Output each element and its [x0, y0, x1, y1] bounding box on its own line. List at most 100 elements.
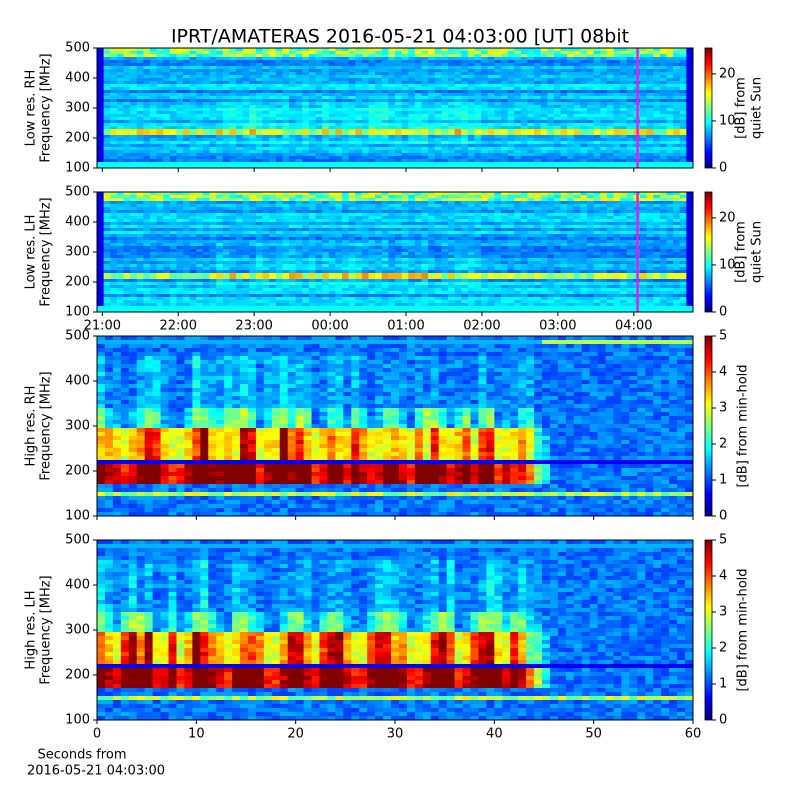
spectrogram-cell: [421, 156, 429, 160]
spectrogram-cell: [494, 63, 502, 67]
spectrogram-cell: [428, 210, 436, 214]
spectrogram-cell: [620, 114, 628, 118]
spectrogram-cell: [388, 126, 396, 130]
spectrogram-cell: [401, 99, 409, 103]
spectrogram-cell: [136, 93, 144, 97]
spectrogram-cell: [249, 108, 257, 112]
spectrogram-cell: [242, 231, 250, 235]
spectrogram-cell: [434, 144, 442, 148]
spectrogram-cell: [547, 99, 555, 103]
colorbar-tick-label: 0: [719, 161, 727, 176]
spectrogram-cell: [547, 66, 555, 70]
spectrogram-cell: [216, 78, 224, 82]
spectrogram-cell: [600, 90, 608, 94]
spectrogram-cell: [487, 144, 495, 148]
spectrogram-cell: [408, 114, 416, 118]
spectrogram-cell: [514, 219, 522, 223]
spectrogram-cell: [156, 213, 164, 217]
spectrogram-cell: [520, 93, 528, 97]
spectrogram-cell: [666, 51, 674, 55]
spectrogram-cell: [567, 96, 575, 100]
spectrogram-cell: [355, 192, 363, 196]
spectrogram-cell: [103, 72, 111, 76]
spectrogram-cell: [534, 234, 542, 238]
spectrogram-cell: [375, 132, 383, 136]
spectrogram-cell: [500, 222, 509, 226]
spectrogram-cell: [97, 93, 105, 97]
spectrogram-cell: [494, 129, 502, 133]
spectrogram-cell: [123, 75, 131, 79]
spectrogram-cell: [686, 144, 694, 148]
spectrogram-cell: [553, 162, 562, 166]
spectrogram-cell: [130, 156, 138, 160]
spectrogram-cell: [626, 66, 634, 70]
spectrogram-cell: [308, 219, 317, 223]
spectrogram-cell: [553, 63, 562, 67]
spectrogram-cell: [116, 102, 124, 106]
spectrogram-cell: [143, 66, 151, 70]
spectrogram-cell: [169, 207, 177, 211]
spectrogram-cell: [487, 216, 495, 220]
spectrogram-cell: [348, 165, 356, 169]
spectrogram-cell: [620, 213, 628, 217]
spectrogram-cell: [606, 126, 615, 130]
spectrogram-cell: [361, 144, 370, 148]
spectrogram-cell: [686, 120, 694, 124]
spectrogram-cell: [606, 231, 615, 235]
spectrogram-cell: [348, 114, 356, 118]
spectrogram-cell: [149, 90, 158, 94]
spectrogram-cell: [620, 48, 628, 52]
spectrogram-cell: [169, 138, 177, 142]
spectrogram-cell: [209, 216, 217, 220]
spectrogram-cell: [269, 201, 277, 205]
spectrogram-cell: [361, 90, 370, 94]
spectrogram-cell: [183, 129, 191, 133]
spectrogram-cell: [434, 213, 442, 217]
spectrogram-cell: [282, 57, 290, 61]
spectrogram-cell: [487, 111, 495, 115]
spectrogram-cell: [454, 48, 462, 52]
spectrogram-cell: [229, 69, 237, 73]
spectrogram-cell: [527, 111, 535, 115]
spectrogram-cell: [666, 105, 674, 109]
spectrogram-cell: [408, 111, 416, 115]
spectrogram-cell: [289, 225, 297, 229]
spectrogram-cell: [289, 192, 297, 196]
spectrogram-cell: [428, 69, 436, 73]
spectrogram-cell: [606, 144, 615, 148]
spectrogram-cell: [216, 108, 224, 112]
spectrogram-cell: [289, 204, 297, 208]
spectrogram-cell: [414, 66, 422, 70]
spectrogram-cell: [361, 135, 370, 139]
spectrogram-cell: [236, 87, 244, 91]
spectrogram-cell: [414, 48, 422, 52]
spectrogram-cell: [414, 72, 422, 76]
spectrogram-cell: [136, 120, 144, 124]
spectrogram-cell: [189, 210, 197, 214]
spectrogram-cell: [289, 228, 297, 232]
spectrogram-cell: [342, 156, 350, 160]
spectrogram-cell: [169, 150, 177, 154]
spectrogram-cell: [580, 51, 588, 55]
spectrogram-cell: [302, 66, 310, 70]
y-tick-label: 100: [65, 161, 90, 176]
spectrogram-cell: [262, 231, 270, 235]
spectrogram-cell: [202, 195, 211, 199]
spectrogram-cell: [209, 108, 217, 112]
spectrogram-cell: [686, 60, 694, 64]
spectrogram-cell: [395, 96, 403, 100]
spectrogram-cell: [103, 96, 111, 100]
spectrogram-cell: [679, 48, 687, 52]
spectrogram-cell: [553, 204, 562, 208]
spectrogram-cell: [169, 84, 177, 88]
spectrogram-cell: [679, 54, 687, 58]
spectrogram-cell: [487, 228, 495, 232]
spectrogram-cell: [143, 102, 151, 106]
spectrogram-cell: [514, 48, 522, 52]
spectrogram-cell: [474, 150, 482, 154]
spectrogram-cell: [653, 222, 661, 226]
spectrogram-cell: [428, 135, 436, 139]
spectrogram-cell: [666, 78, 674, 82]
spectrogram-cell: [163, 153, 171, 157]
spectrogram-cell: [408, 150, 416, 154]
